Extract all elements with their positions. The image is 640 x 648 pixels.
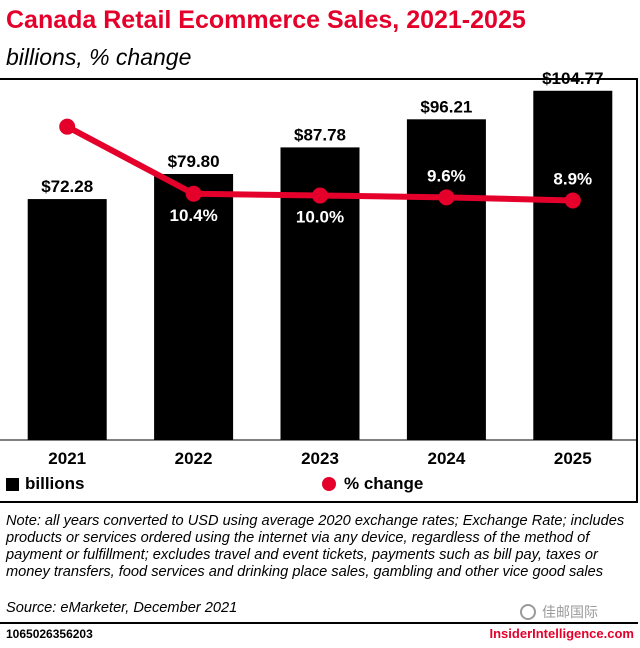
footer-divider <box>0 622 638 624</box>
bar-2025 <box>533 90 613 441</box>
change-value-label: 25.5% <box>43 139 91 158</box>
bar-value-label: $104.77 <box>542 69 603 88</box>
legend-swatch-bar <box>6 477 19 491</box>
legend-item-billions: billions <box>6 474 85 494</box>
change-value-label: 10.0% <box>296 208 344 227</box>
change-value-label: 10.4% <box>169 206 217 225</box>
legend-label-billions: billions <box>25 474 85 493</box>
x-tick-label: 2025 <box>554 449 592 468</box>
change-point <box>59 118 76 135</box>
x-tick-label: 2021 <box>48 449 86 468</box>
change-point <box>564 192 581 209</box>
change-point <box>185 185 202 202</box>
wechat-icon <box>520 604 536 620</box>
change-point <box>312 187 328 204</box>
change-point <box>438 189 455 206</box>
legend-label-change: % change <box>344 474 424 493</box>
x-tick-label: 2024 <box>427 449 465 468</box>
legend-swatch-dot <box>322 477 336 491</box>
chart-title: Canada Retail Ecommerce Sales, 2021-2025 <box>6 6 526 34</box>
bar-2022 <box>154 174 234 440</box>
bar-value-label: $87.78 <box>294 125 346 144</box>
chart-plot: $72.28 2021 $79.80 2022 $87.78 2023 $96.21 2024… <box>0 69 636 468</box>
bar-value-label: $79.80 <box>168 152 220 171</box>
legend-item-change: % change <box>322 474 423 494</box>
chart-subtitle: billions, % change <box>6 44 192 70</box>
watermark-text: 佳邮国际 <box>542 604 598 620</box>
bar-2021 <box>27 199 107 440</box>
chart-source: Source: eMarketer, December 2021 <box>6 600 238 616</box>
x-tick-label: 2022 <box>175 449 213 468</box>
chart-note: Note: all years converted to USD using a… <box>6 513 625 580</box>
brand-link[interactable]: InsiderIntelligence.com <box>489 626 635 641</box>
change-value-label: 9.6% <box>427 166 466 185</box>
chart-id: 1065026356203 <box>6 627 93 641</box>
watermark: 佳邮国际 <box>520 602 598 622</box>
bar-value-label: $72.28 <box>41 177 93 196</box>
bar-value-label: $96.21 <box>420 97 472 116</box>
x-tick-label: 2023 <box>301 449 339 468</box>
change-value-label: 8.9% <box>553 169 592 188</box>
bar-2024 <box>406 119 486 441</box>
chart-frame <box>0 78 638 503</box>
